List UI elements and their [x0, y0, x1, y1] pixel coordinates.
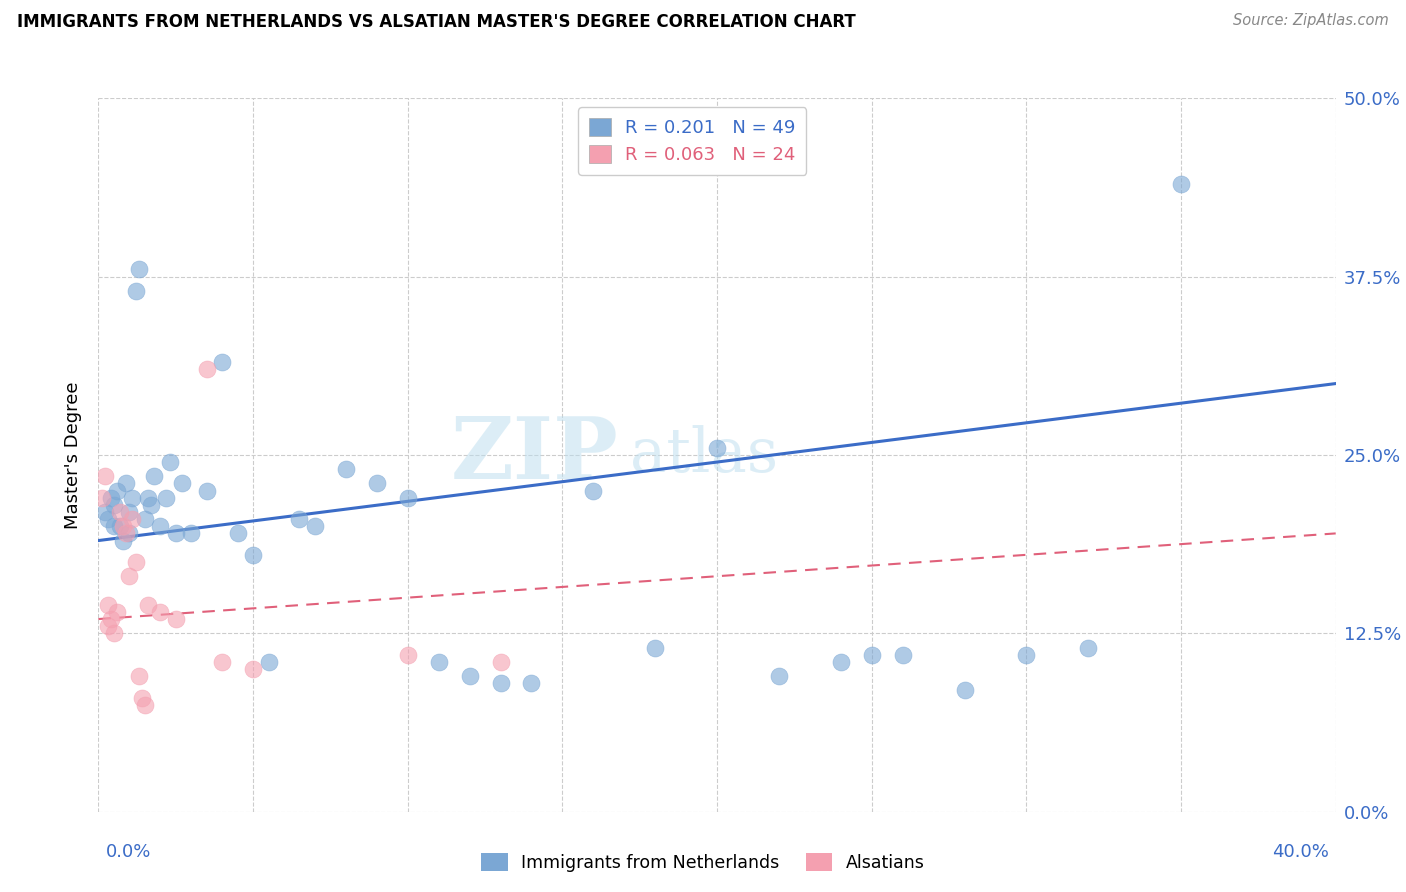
- Point: [165, 526, 187, 541]
- Legend: Immigrants from Netherlands, Alsatians: Immigrants from Netherlands, Alsatians: [475, 847, 931, 879]
- Point: [131, 690, 153, 705]
- Point: [288, 512, 311, 526]
- Point: [155, 491, 177, 505]
- Text: 0.0%: 0.0%: [105, 843, 150, 861]
- Point: [489, 676, 512, 690]
- Point: [226, 526, 249, 541]
- Point: [124, 555, 146, 569]
- Point: [242, 662, 264, 676]
- Point: [105, 605, 128, 619]
- Point: [118, 505, 141, 519]
- Point: [860, 648, 883, 662]
- Point: [458, 669, 481, 683]
- Point: [93, 505, 115, 519]
- Point: [103, 498, 125, 512]
- Point: [136, 598, 159, 612]
- Text: atlas: atlas: [630, 425, 779, 485]
- Point: [93, 469, 115, 483]
- Point: [97, 598, 120, 612]
- Point: [143, 469, 166, 483]
- Point: [891, 648, 914, 662]
- Point: [242, 548, 264, 562]
- Point: [97, 512, 120, 526]
- Point: [768, 669, 790, 683]
- Y-axis label: Master's Degree: Master's Degree: [65, 381, 83, 529]
- Point: [115, 526, 138, 541]
- Point: [159, 455, 181, 469]
- Point: [211, 355, 233, 369]
- Point: [582, 483, 605, 498]
- Point: [195, 483, 218, 498]
- Point: [118, 526, 141, 541]
- Point: [1077, 640, 1099, 655]
- Text: Source: ZipAtlas.com: Source: ZipAtlas.com: [1233, 13, 1389, 29]
- Point: [134, 512, 156, 526]
- Point: [134, 698, 156, 712]
- Point: [335, 462, 357, 476]
- Point: [165, 612, 187, 626]
- Point: [112, 519, 135, 533]
- Point: [108, 519, 131, 533]
- Point: [128, 669, 150, 683]
- Text: IMMIGRANTS FROM NETHERLANDS VS ALSATIAN MASTER'S DEGREE CORRELATION CHART: IMMIGRANTS FROM NETHERLANDS VS ALSATIAN …: [17, 13, 856, 31]
- Point: [211, 655, 233, 669]
- Point: [830, 655, 852, 669]
- Point: [124, 284, 146, 298]
- Point: [136, 491, 159, 505]
- Point: [115, 476, 138, 491]
- Point: [953, 683, 976, 698]
- Point: [108, 505, 131, 519]
- Point: [366, 476, 388, 491]
- Point: [118, 569, 141, 583]
- Point: [427, 655, 450, 669]
- Point: [103, 519, 125, 533]
- Point: [1015, 648, 1038, 662]
- Point: [180, 526, 202, 541]
- Point: [170, 476, 193, 491]
- Point: [1170, 177, 1192, 191]
- Point: [195, 362, 218, 376]
- Point: [706, 441, 728, 455]
- Point: [149, 605, 172, 619]
- Point: [304, 519, 326, 533]
- Point: [121, 512, 143, 526]
- Point: [396, 648, 419, 662]
- Text: 40.0%: 40.0%: [1272, 843, 1329, 861]
- Point: [100, 612, 122, 626]
- Point: [105, 483, 128, 498]
- Point: [97, 619, 120, 633]
- Point: [139, 498, 162, 512]
- Point: [489, 655, 512, 669]
- Point: [396, 491, 419, 505]
- Point: [100, 491, 122, 505]
- Point: [103, 626, 125, 640]
- Point: [90, 491, 112, 505]
- Point: [149, 519, 172, 533]
- Point: [121, 491, 143, 505]
- Point: [128, 262, 150, 277]
- Legend: R = 0.201   N = 49, R = 0.063   N = 24: R = 0.201 N = 49, R = 0.063 N = 24: [578, 107, 807, 175]
- Point: [112, 533, 135, 548]
- Point: [520, 676, 543, 690]
- Point: [257, 655, 280, 669]
- Point: [644, 640, 666, 655]
- Text: ZIP: ZIP: [450, 413, 619, 497]
